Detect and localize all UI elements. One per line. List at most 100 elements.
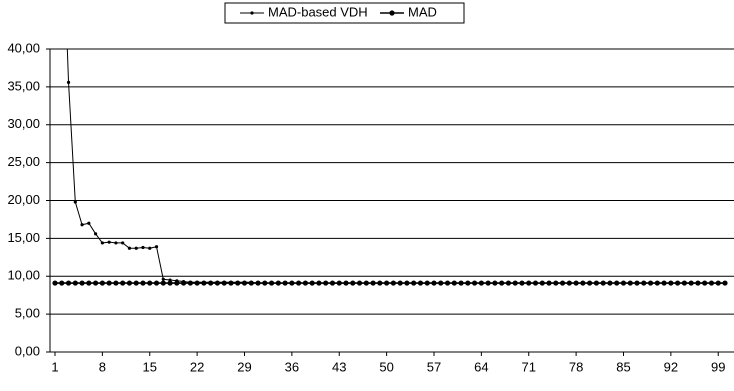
y-tick-label: 20,00	[7, 192, 40, 207]
x-tick-label: 71	[522, 359, 536, 374]
data-point	[323, 280, 329, 286]
data-point	[600, 280, 606, 286]
data-point	[100, 241, 104, 245]
data-point	[114, 241, 118, 245]
data-point	[140, 280, 146, 286]
data-point	[329, 280, 336, 286]
y-tick-label: 0,00	[15, 343, 40, 358]
data-point	[208, 280, 214, 286]
data-point	[668, 280, 674, 286]
x-tick-label: 36	[285, 359, 299, 374]
data-point	[66, 80, 71, 84]
data-point	[607, 280, 613, 286]
x-tick-label: 43	[332, 359, 346, 374]
data-point	[255, 280, 261, 286]
data-point	[438, 280, 444, 286]
x-tick-label: 85	[616, 359, 630, 374]
data-point	[248, 280, 254, 286]
series-line	[66, 49, 725, 284]
data-point	[79, 280, 85, 286]
data-point	[688, 280, 694, 286]
data-point	[722, 280, 728, 286]
data-point	[167, 280, 173, 286]
x-tick-label: 92	[664, 359, 678, 374]
data-point	[424, 280, 430, 286]
y-tick-label: 40,00	[7, 40, 40, 55]
x-tick-label: 8	[99, 359, 106, 374]
data-point	[147, 280, 153, 286]
data-point	[390, 280, 396, 286]
data-point	[451, 280, 457, 286]
data-point	[377, 280, 383, 286]
data-point	[59, 280, 65, 286]
data-point	[587, 280, 593, 286]
data-point	[417, 280, 424, 286]
data-point	[526, 280, 532, 286]
data-point	[174, 280, 180, 286]
data-point	[539, 280, 545, 286]
x-tick-label: 99	[711, 359, 725, 374]
data-point	[99, 280, 105, 286]
data-point	[133, 280, 139, 286]
data-point	[532, 280, 539, 286]
data-point	[681, 280, 687, 286]
data-point	[499, 280, 505, 286]
data-point	[566, 280, 572, 286]
data-point	[113, 280, 119, 286]
y-tick-label: 25,00	[7, 154, 40, 169]
data-point	[695, 280, 701, 286]
data-point	[553, 280, 559, 286]
data-point	[559, 280, 566, 286]
data-point	[72, 280, 78, 286]
data-point	[641, 280, 647, 286]
data-point	[715, 280, 721, 286]
data-point	[160, 280, 166, 286]
legend-marker	[250, 11, 254, 15]
data-point	[107, 240, 111, 244]
data-point	[485, 280, 491, 286]
y-tick-label: 35,00	[7, 78, 40, 93]
data-point	[235, 280, 241, 286]
data-point	[65, 280, 72, 286]
y-tick-label: 10,00	[7, 268, 40, 283]
data-point	[80, 223, 84, 227]
data-point	[647, 280, 654, 286]
x-tick-label: 78	[569, 359, 583, 374]
data-point	[661, 280, 667, 286]
data-point	[702, 280, 708, 286]
data-point	[492, 280, 498, 286]
x-tick-label: 22	[190, 359, 204, 374]
data-point	[73, 200, 77, 204]
legend-label: MAD	[408, 4, 437, 19]
data-point	[141, 245, 145, 250]
data-point	[471, 280, 478, 286]
data-point	[708, 280, 715, 286]
data-point	[593, 280, 600, 286]
data-point	[573, 280, 579, 286]
data-point	[458, 280, 464, 286]
data-point	[316, 280, 322, 286]
data-point	[86, 280, 92, 286]
data-point	[126, 280, 133, 286]
data-point	[228, 280, 234, 286]
data-point	[153, 280, 160, 286]
data-point	[241, 280, 248, 286]
data-point	[444, 280, 451, 286]
data-point	[309, 280, 315, 286]
data-point	[336, 280, 342, 286]
data-point	[478, 280, 484, 286]
data-point	[384, 280, 390, 286]
data-point	[546, 280, 552, 286]
x-tick-label: 64	[474, 359, 488, 374]
data-point	[93, 280, 99, 286]
data-point	[201, 280, 207, 286]
legend-box	[224, 2, 465, 24]
plot-area	[52, 49, 728, 286]
y-tick-label: 15,00	[7, 230, 40, 245]
data-point	[505, 280, 512, 286]
data-point	[620, 280, 627, 286]
data-point	[106, 280, 112, 286]
data-point	[356, 280, 363, 286]
data-point	[275, 280, 281, 286]
